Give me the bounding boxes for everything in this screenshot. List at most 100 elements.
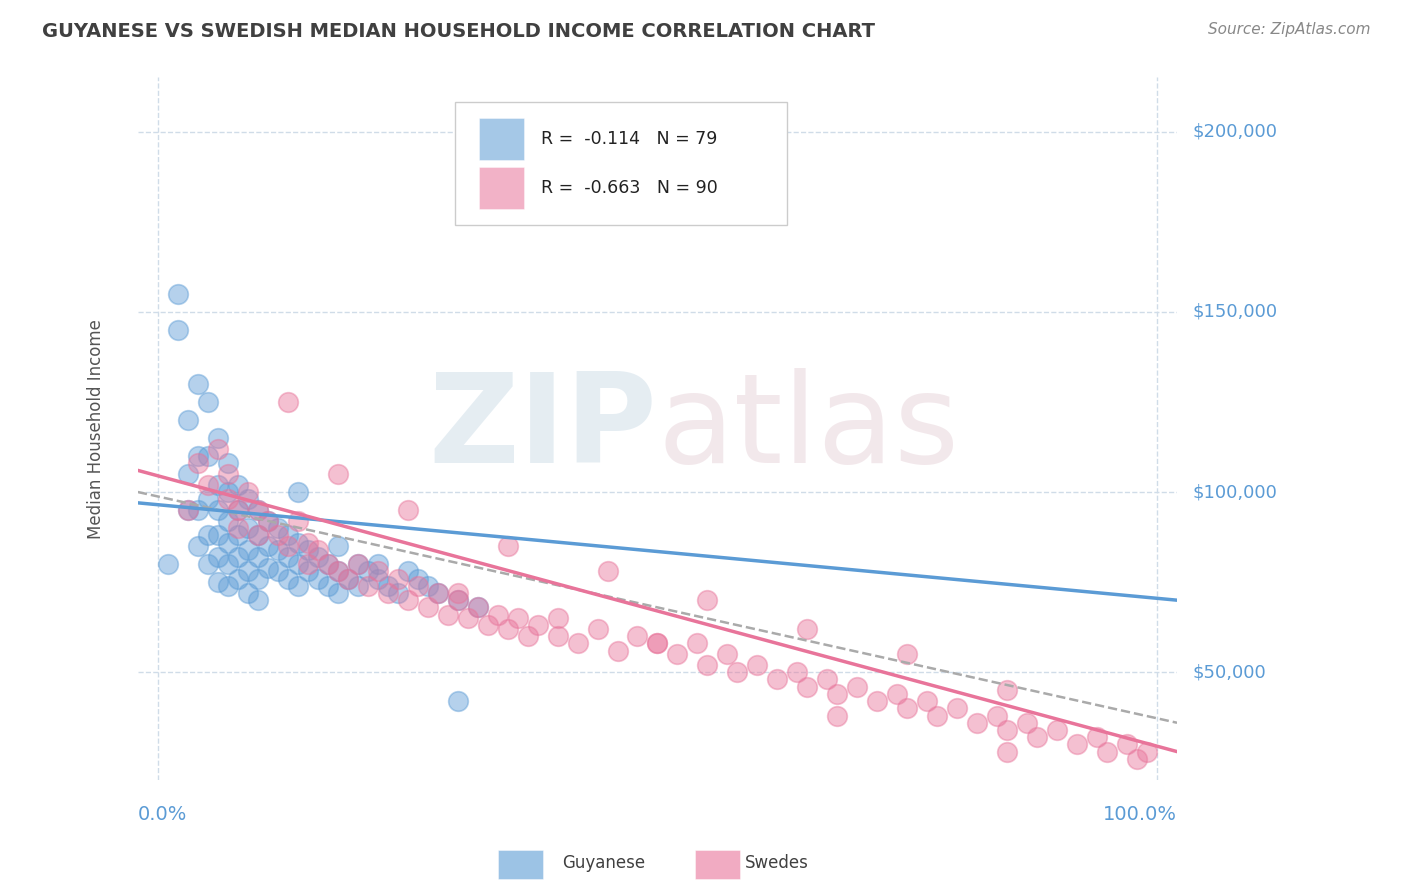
Point — [387, 586, 409, 600]
Point — [277, 539, 299, 553]
Point — [207, 478, 229, 492]
Point — [827, 708, 849, 723]
Point — [1126, 752, 1149, 766]
Point — [256, 514, 278, 528]
Text: Swedes: Swedes — [745, 855, 808, 872]
Text: Source: ZipAtlas.com: Source: ZipAtlas.com — [1208, 22, 1371, 37]
Point — [307, 549, 329, 564]
Point — [226, 528, 249, 542]
Point — [217, 492, 239, 507]
Point — [747, 658, 769, 673]
Point — [367, 557, 389, 571]
Point — [367, 565, 389, 579]
Point — [287, 485, 309, 500]
Point — [307, 572, 329, 586]
Point — [686, 636, 709, 650]
FancyBboxPatch shape — [478, 119, 524, 160]
Point — [256, 560, 278, 574]
Point — [346, 557, 368, 571]
Point — [236, 586, 259, 600]
Point — [326, 539, 349, 553]
Point — [297, 557, 319, 571]
Text: $150,000: $150,000 — [1192, 302, 1278, 321]
Text: Guyanese: Guyanese — [562, 855, 645, 872]
Point — [396, 565, 419, 579]
Point — [815, 673, 838, 687]
Point — [316, 579, 339, 593]
Point — [446, 593, 468, 607]
Point — [226, 521, 249, 535]
Point — [696, 658, 718, 673]
Point — [226, 503, 249, 517]
Point — [946, 701, 969, 715]
Point — [226, 478, 249, 492]
Point — [236, 492, 259, 507]
Point — [696, 593, 718, 607]
Point — [177, 503, 200, 517]
Point — [1095, 745, 1118, 759]
Point — [357, 579, 380, 593]
Point — [197, 528, 219, 542]
Point — [287, 514, 309, 528]
Point — [1085, 730, 1108, 744]
Text: atlas: atlas — [658, 368, 959, 490]
Point — [1136, 745, 1159, 759]
Point — [267, 565, 290, 579]
Point — [217, 514, 239, 528]
Point — [467, 600, 489, 615]
Point — [166, 323, 188, 337]
Point — [467, 600, 489, 615]
Point — [187, 539, 209, 553]
Point — [896, 701, 918, 715]
Point — [647, 636, 669, 650]
Point — [506, 611, 529, 625]
Point — [197, 478, 219, 492]
Point — [287, 535, 309, 549]
Point — [626, 629, 648, 643]
Point — [416, 579, 439, 593]
Text: 100.0%: 100.0% — [1104, 805, 1177, 824]
Point — [297, 542, 319, 557]
Point — [246, 503, 269, 517]
Point — [297, 565, 319, 579]
Point — [336, 572, 359, 586]
Point — [277, 572, 299, 586]
Point — [567, 636, 589, 650]
Text: $100,000: $100,000 — [1192, 483, 1278, 501]
Point — [236, 542, 259, 557]
Point — [166, 286, 188, 301]
Point — [256, 539, 278, 553]
Point — [436, 607, 458, 622]
Point — [606, 643, 628, 657]
Point — [177, 503, 200, 517]
Point — [267, 521, 290, 535]
Point — [547, 611, 569, 625]
Point — [307, 542, 329, 557]
Point — [207, 442, 229, 456]
Point — [496, 622, 519, 636]
Point — [226, 503, 249, 517]
Point — [246, 549, 269, 564]
Point — [766, 673, 789, 687]
Point — [496, 539, 519, 553]
Point — [197, 492, 219, 507]
Point — [246, 503, 269, 517]
FancyBboxPatch shape — [478, 168, 524, 209]
Point — [796, 680, 818, 694]
Point — [246, 528, 269, 542]
Point — [197, 449, 219, 463]
Point — [236, 565, 259, 579]
Point — [367, 572, 389, 586]
Point — [246, 572, 269, 586]
Point — [197, 557, 219, 571]
Point — [207, 528, 229, 542]
Point — [1046, 723, 1069, 737]
Point — [596, 565, 619, 579]
Point — [426, 586, 449, 600]
Point — [326, 586, 349, 600]
Point — [357, 565, 380, 579]
Point — [217, 579, 239, 593]
Point — [526, 618, 548, 632]
Point — [197, 395, 219, 409]
Point — [226, 549, 249, 564]
